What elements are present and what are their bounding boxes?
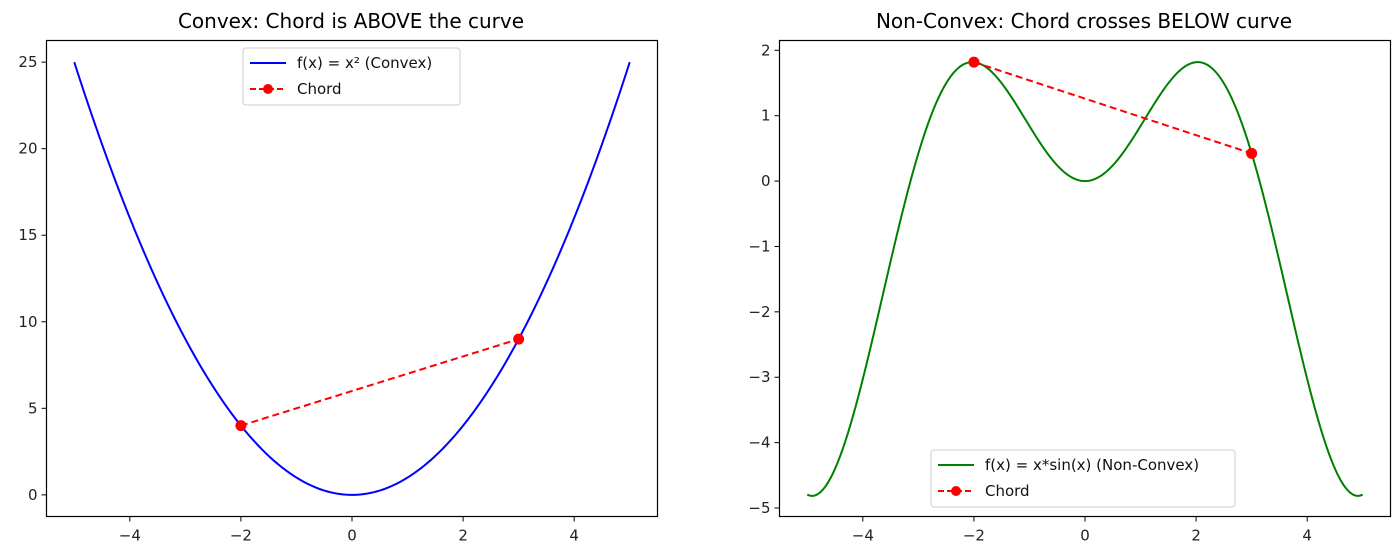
nonconvex-legend: f(x) = x*sin(x) (Non-Convex) Chord bbox=[930, 449, 1236, 508]
legend-box bbox=[242, 47, 461, 106]
chord-line bbox=[240, 338, 519, 427]
legend-chord-marker-icon bbox=[263, 84, 273, 94]
nonconvex-axes-frame bbox=[778, 39, 1392, 518]
chord-endpoint-marker bbox=[1246, 147, 1258, 159]
nonconvex-plot-area bbox=[806, 56, 1364, 497]
y-tick-label: 2 bbox=[761, 41, 771, 59]
y-tick-label: 25 bbox=[18, 53, 37, 71]
legend-label-chord: Chord bbox=[297, 80, 342, 98]
y-tick-label: 20 bbox=[18, 140, 37, 158]
legend-label-fx: f(x) = x² (Convex) bbox=[297, 54, 432, 72]
convex-x-axis: −4 −2 0 2 4 bbox=[119, 516, 579, 545]
nonconvex-subplot: Non-Convex: Chord crosses BELOW curve −5… bbox=[748, 9, 1392, 545]
convex-subplot: Convex: Chord is ABOVE the curve 0 5 10 15 2… bbox=[18, 9, 659, 545]
chord-endpoint-marker bbox=[235, 420, 247, 432]
y-tick-label: 10 bbox=[18, 313, 37, 331]
function-curve bbox=[806, 61, 1364, 497]
chord-line bbox=[973, 61, 1252, 155]
nonconvex-plot-title: Non-Convex: Chord crosses BELOW curve bbox=[876, 9, 1292, 33]
convex-y-axis: 0 5 10 15 20 25 bbox=[18, 53, 47, 504]
legend-box bbox=[930, 449, 1236, 508]
x-tick-label: 4 bbox=[1302, 527, 1312, 545]
legend-chord-marker-icon bbox=[951, 486, 961, 496]
y-tick-label: −2 bbox=[748, 303, 770, 321]
nonconvex-y-axis: −5 −4 −3 −2 −1 0 1 2 bbox=[748, 41, 780, 517]
x-tick-label: 2 bbox=[1191, 527, 1201, 545]
convex-plot-title: Convex: Chord is ABOVE the curve bbox=[178, 9, 524, 33]
nonconvex-x-axis: −4 −2 0 2 4 bbox=[852, 516, 1312, 545]
convex-plot-area bbox=[73, 61, 631, 496]
y-tick-label: 0 bbox=[28, 486, 38, 504]
x-tick-label: −2 bbox=[963, 527, 985, 545]
y-tick-label: 1 bbox=[761, 107, 771, 125]
x-tick-label: 2 bbox=[458, 527, 468, 545]
y-tick-label: 5 bbox=[28, 399, 38, 417]
x-tick-label: −4 bbox=[119, 527, 141, 545]
y-tick-label: 15 bbox=[18, 226, 37, 244]
legend-label-chord: Chord bbox=[985, 482, 1030, 500]
x-tick-label: 4 bbox=[569, 527, 579, 545]
x-tick-label: 0 bbox=[1080, 527, 1090, 545]
x-tick-label: 0 bbox=[347, 527, 357, 545]
legend-label-fx: f(x) = x*sin(x) (Non-Convex) bbox=[985, 456, 1199, 474]
x-tick-label: −4 bbox=[852, 527, 874, 545]
x-tick-label: −2 bbox=[230, 527, 252, 545]
y-tick-label: −1 bbox=[748, 237, 770, 255]
chord-endpoint-marker bbox=[968, 56, 980, 68]
convex-legend: f(x) = x² (Convex) Chord bbox=[242, 47, 461, 106]
y-tick-label: −5 bbox=[748, 499, 770, 517]
convex-axes-frame bbox=[45, 39, 659, 518]
chord-endpoint-marker bbox=[513, 333, 525, 345]
function-curve bbox=[73, 61, 631, 496]
y-tick-label: −3 bbox=[748, 368, 770, 386]
y-tick-label: 0 bbox=[761, 172, 771, 190]
y-tick-label: −4 bbox=[748, 434, 770, 452]
